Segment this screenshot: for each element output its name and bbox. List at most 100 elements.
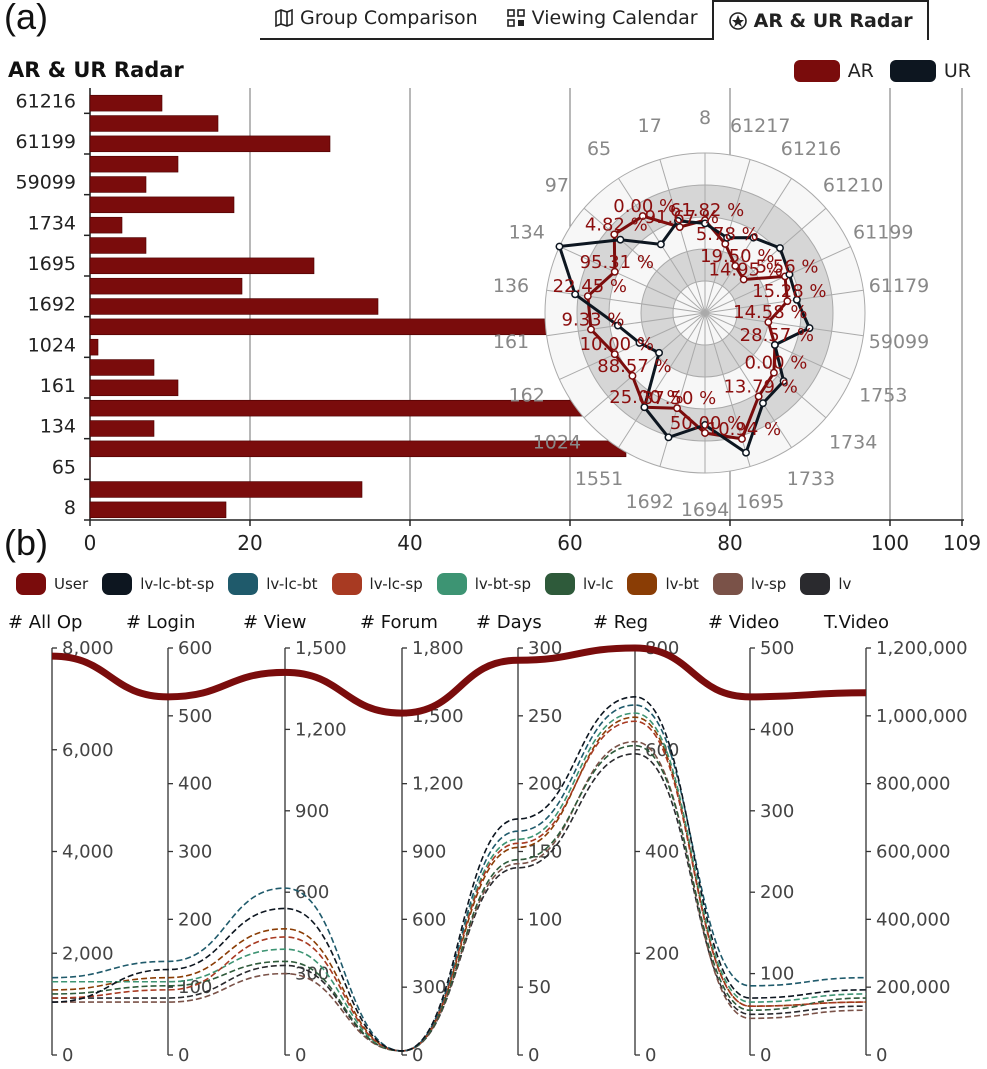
radar-value-label: 25.00 % bbox=[609, 387, 683, 408]
pc-axis-title: # Days bbox=[476, 612, 542, 633]
radar-axis-label: 134 bbox=[509, 222, 545, 244]
legend-item-lv-lc-bt-sp[interactable]: lv-lc-bt-sp bbox=[102, 573, 214, 595]
pc-axis-title: # All Op bbox=[8, 612, 82, 633]
legend-swatch bbox=[800, 573, 831, 595]
pc-tick-label: 600 bbox=[412, 909, 446, 930]
radar-axis-label: 162 bbox=[509, 384, 545, 406]
pc-line-user bbox=[51, 644, 867, 717]
pc-tick-label: 1,200 bbox=[412, 774, 464, 795]
radar-spoke bbox=[704, 312, 792, 448]
bar bbox=[89, 481, 363, 498]
radar-point bbox=[635, 338, 644, 347]
pc-line-lv bbox=[51, 753, 867, 1052]
radar-axis-label: 1753 bbox=[859, 384, 907, 406]
legend-item-lv-lc-sp[interactable]: lv-lc-sp bbox=[331, 573, 423, 595]
x-tick-label: 0 bbox=[84, 531, 97, 555]
radar-axis-label: 61217 bbox=[730, 115, 790, 137]
legend-item-lv-bt[interactable]: lv-bt bbox=[627, 573, 699, 595]
radar-value-label: 22.45 % bbox=[553, 276, 627, 297]
legend-item-ar[interactable]: AR bbox=[793, 60, 874, 82]
calendar-grid-icon bbox=[506, 9, 525, 27]
pc-tick-label: 600 bbox=[295, 882, 329, 903]
chart-b-legend: User lv-lc-bt-sp lv-lc-bt lv-lc-sp lv-bt-sp l… bbox=[16, 573, 865, 595]
tab-group-comparison[interactable]: Group Comparison bbox=[260, 0, 492, 36]
legend-item-lv-bt-sp[interactable]: lv-bt-sp bbox=[436, 573, 531, 595]
radar-spoke bbox=[659, 159, 706, 314]
radar-value-label: 88.57 % bbox=[597, 356, 671, 377]
pc-tick-label: 1,200 bbox=[295, 719, 347, 740]
bar bbox=[89, 420, 155, 437]
chart-b-parallel-coordinates: # All Op 0 2,000 4,000 6,000 8,000 # Login 0 100… bbox=[8, 612, 968, 1066]
legend-item-user[interactable]: User bbox=[16, 573, 88, 595]
bar bbox=[89, 501, 227, 519]
radar-axis-label: 1695 bbox=[736, 491, 784, 513]
pc-tick-label: 100 bbox=[760, 964, 794, 985]
bar bbox=[89, 94, 163, 112]
radar-spoke bbox=[704, 312, 827, 419]
radar-point bbox=[674, 216, 682, 225]
map-icon bbox=[275, 8, 293, 28]
radar-value-label: 0.00 % bbox=[744, 353, 807, 374]
legend-swatch bbox=[331, 573, 362, 595]
pc-line-lv-bt bbox=[51, 716, 867, 1052]
legend-item-lv-sp[interactable]: lv-sp bbox=[712, 573, 786, 595]
legend-label: lv-lc-sp bbox=[369, 575, 423, 593]
radar-axis-label: 1024 bbox=[533, 431, 581, 453]
legend-item-ur[interactable]: UR bbox=[889, 60, 971, 82]
radar-point bbox=[673, 404, 682, 413]
bar bbox=[89, 196, 235, 214]
pc-line-lv-lc-bt-sp bbox=[51, 696, 867, 1052]
pc-tick-label: 300 bbox=[295, 964, 329, 985]
legend-item-lv-lc[interactable]: lv-lc bbox=[544, 573, 614, 595]
chart-a-legend: AR UR bbox=[778, 60, 971, 82]
pc-tick-label: 150 bbox=[528, 842, 562, 863]
pc-tick-label: 50 bbox=[528, 977, 551, 998]
legend-label: lv-lc bbox=[582, 575, 614, 593]
y-tick-label: 134 bbox=[40, 416, 76, 438]
radar-value-label: 9.33 % bbox=[562, 309, 625, 330]
pc-tick-label: 900 bbox=[295, 801, 329, 822]
tab-label: Viewing Calendar bbox=[531, 7, 698, 29]
legend-item-lv-lc-bt[interactable]: lv-lc-bt bbox=[228, 573, 318, 595]
bar bbox=[89, 237, 147, 254]
pc-tick-label: 500 bbox=[760, 638, 794, 659]
bar bbox=[89, 216, 123, 234]
radar-icon bbox=[728, 12, 747, 30]
radar-axis-label: 61179 bbox=[869, 275, 929, 297]
pc-tick-label: 800,000 bbox=[876, 774, 950, 795]
pc-tick-label: 0 bbox=[760, 1045, 771, 1066]
legend-item-lv[interactable]: lv bbox=[800, 573, 851, 595]
pc-axes: # All Op 0 2,000 4,000 6,000 8,000 # Login 0 100… bbox=[8, 612, 968, 1066]
radar-axis-label: 1551 bbox=[575, 468, 623, 490]
tab-ar-ur-radar[interactable]: AR & UR Radar bbox=[711, 0, 929, 40]
tab-viewing-calendar[interactable]: Viewing Calendar bbox=[492, 0, 712, 36]
pc-line-lv-sp bbox=[52, 740, 867, 1052]
pc-tick-label: 200 bbox=[178, 909, 212, 930]
radar-point bbox=[749, 233, 758, 242]
radar-axis-label: 65 bbox=[587, 138, 611, 160]
radar-value-label: 0.00 % bbox=[613, 196, 676, 217]
pc-tick-label: 600,000 bbox=[876, 842, 950, 863]
radar-point bbox=[701, 429, 709, 437]
pc-tick-label: 500 bbox=[178, 706, 212, 727]
radar-value-label: 91.67 % bbox=[645, 207, 719, 228]
legend-label: lv bbox=[838, 575, 852, 593]
legend-swatch bbox=[16, 573, 46, 595]
pc-tick-label: 8,000 bbox=[62, 638, 114, 659]
radar-point bbox=[583, 292, 592, 301]
radar-value-label: 19.50 % bbox=[700, 246, 774, 267]
pc-line-lv-lc-bt bbox=[51, 704, 867, 1052]
pc-tick-label: 600 bbox=[178, 638, 212, 659]
radar-axis-label: 1694 bbox=[681, 499, 729, 521]
panel-label-a: (a) bbox=[4, 0, 48, 37]
radar-point bbox=[655, 348, 664, 357]
radar-value-label: 15.28 % bbox=[752, 281, 826, 302]
legend-label: lv-bt-sp bbox=[474, 575, 531, 593]
pc-tick-label: 300 bbox=[412, 977, 446, 998]
legend-swatch bbox=[544, 573, 575, 595]
legend-swatch-ur bbox=[889, 60, 936, 82]
pc-tick-label: 0 bbox=[295, 1045, 306, 1066]
radar-spoke bbox=[559, 246, 706, 314]
pc-axis-title: T.Video bbox=[823, 612, 889, 633]
radar-point bbox=[640, 403, 649, 412]
